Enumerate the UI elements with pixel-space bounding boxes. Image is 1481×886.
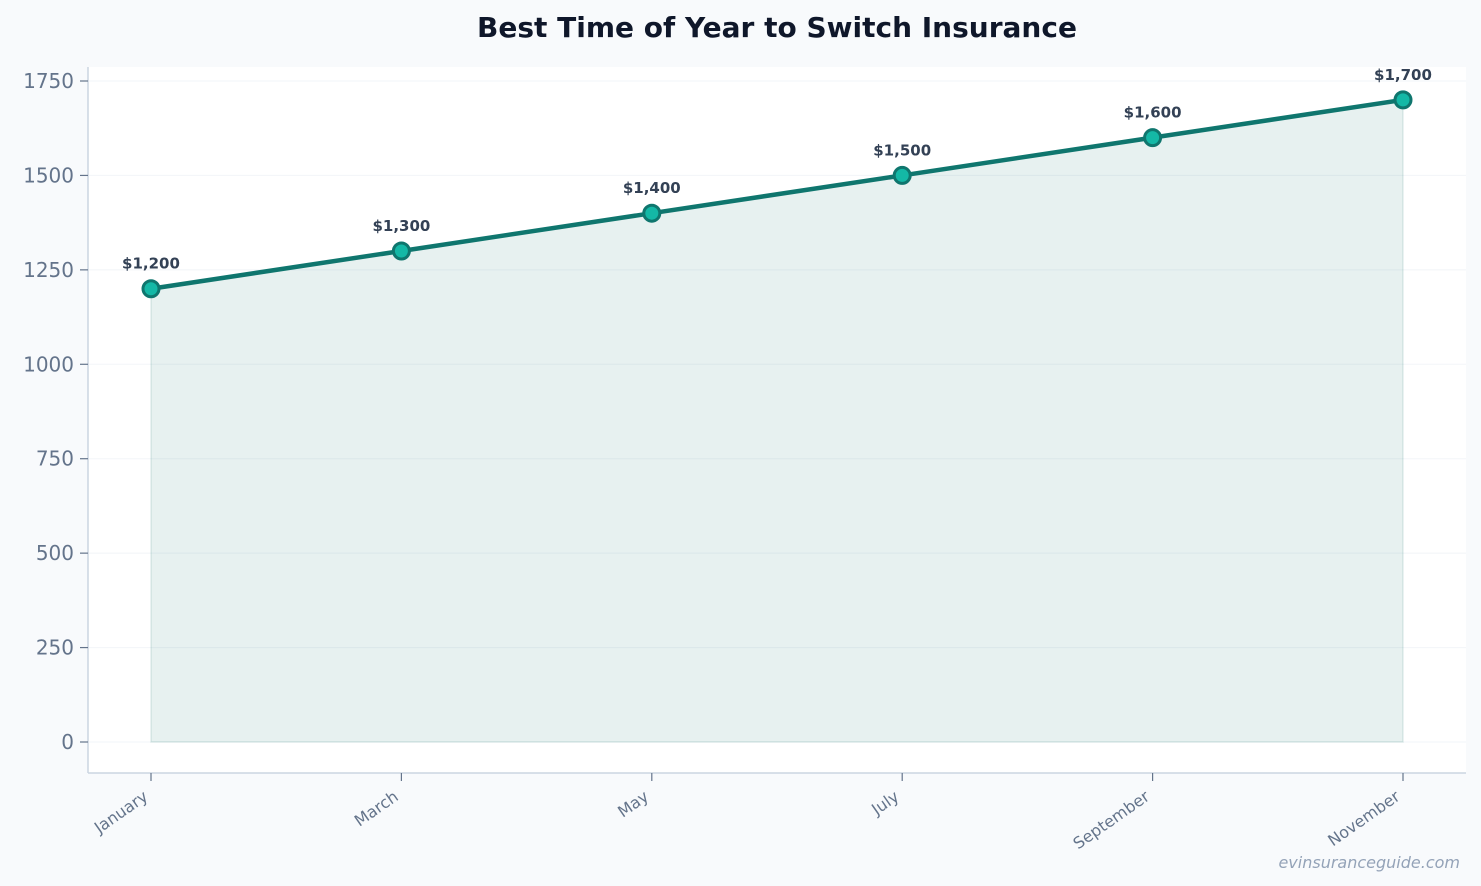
data-label: $1,300 (372, 217, 430, 235)
data-labels: $1,200 $1,300 $1,400 $1,500 $1,600 $1,700 (122, 66, 1432, 273)
series-line (148, 97, 1406, 291)
data-point (1393, 90, 1413, 110)
y-tick-label: 1000 (23, 352, 74, 376)
data-point (892, 165, 912, 185)
chart-title: Best Time of Year to Switch Insurance (477, 11, 1077, 44)
y-tick-label: 0 (61, 730, 74, 754)
data-point (391, 241, 411, 261)
watermark-text: evinsuranceguide.com (1278, 853, 1460, 872)
data-point (1143, 128, 1163, 148)
data-points (141, 90, 1413, 299)
y-tick-label: 1500 (23, 163, 74, 187)
axes (87, 67, 1466, 774)
data-label: $1,200 (122, 255, 180, 273)
data-label: $1,400 (623, 179, 681, 197)
y-axis-ticks: 0 250 500 750 1000 1250 1500 1750 (23, 69, 88, 754)
data-point (642, 203, 662, 223)
data-label: $1,700 (1374, 66, 1432, 84)
y-tick-label: 500 (36, 541, 74, 565)
y-tick-label: 250 (36, 636, 74, 660)
plot-area (88, 67, 1466, 773)
data-label: $1,600 (1124, 104, 1182, 122)
data-point (141, 279, 161, 299)
y-tick-label: 1250 (23, 258, 74, 282)
y-tick-label: 750 (36, 447, 74, 471)
series-line-path (148, 97, 1406, 291)
y-tick-label: 1750 (23, 69, 74, 93)
grid-lines (88, 80, 1466, 743)
data-label: $1,500 (873, 141, 931, 159)
